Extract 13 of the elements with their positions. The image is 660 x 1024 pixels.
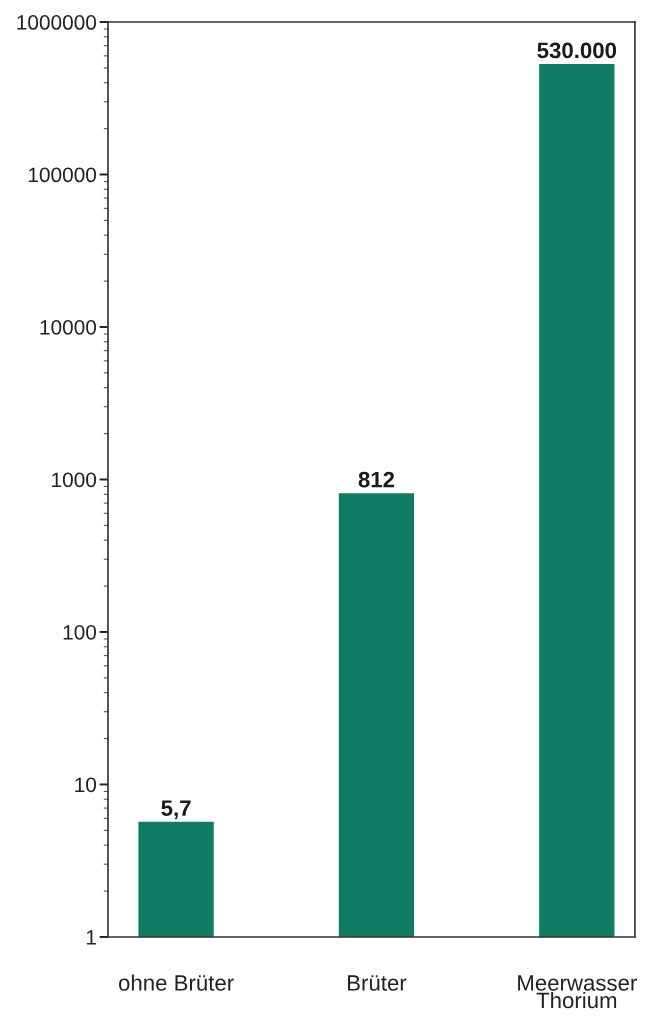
y-tick-label: 1000000 [17, 15, 97, 30]
y-tick-label: 10000 [40, 320, 97, 335]
x-tick-label: Meerwasser Thorium [518, 975, 637, 1009]
y-tick-label: 1 [86, 930, 96, 945]
data-label: 530.000 [537, 42, 617, 59]
y-tick-label: 100 [63, 624, 97, 640]
data-label: 812 [358, 471, 395, 488]
x-tick-label: ohne Brüter [118, 974, 234, 991]
y-tick-label: 1000 [52, 472, 97, 488]
y-tick-label: 100000 [28, 167, 97, 183]
y-tick-label: 10 [75, 777, 97, 793]
data-label: 5,7 [161, 800, 191, 820]
x-tick-label: Brüter [348, 975, 407, 991]
